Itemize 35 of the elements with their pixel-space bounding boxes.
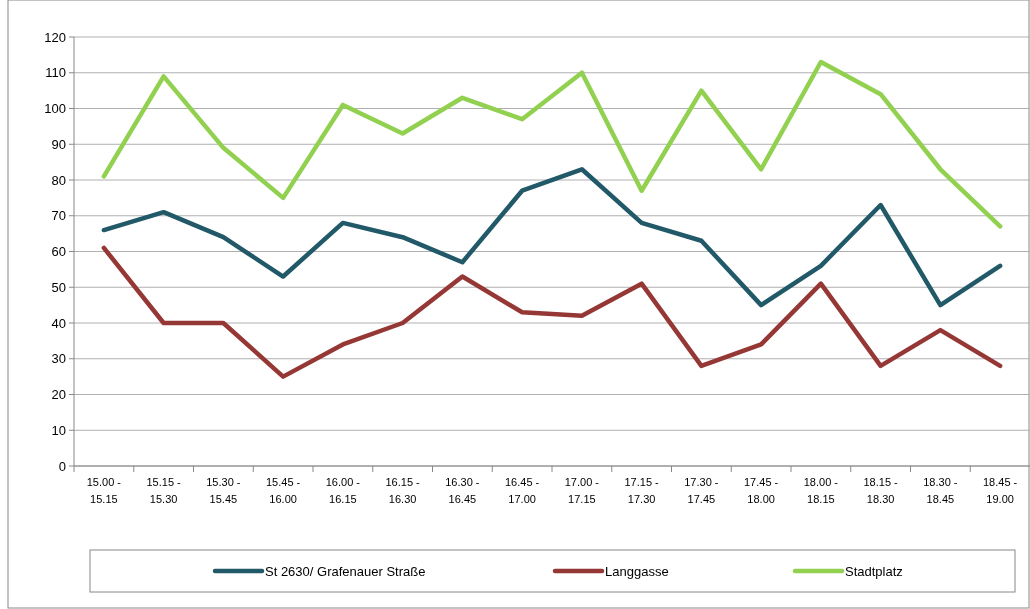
y-tick-label: 40 [51, 315, 66, 331]
y-tick-label: 120 [44, 29, 66, 45]
line-series [101, 245, 1003, 379]
y-tick-label: 10 [51, 422, 66, 438]
y-tick-label: 70 [51, 208, 66, 224]
y-tick-label: 110 [45, 65, 66, 81]
y-tick-label: 50 [51, 279, 66, 295]
y-tick-label: 80 [51, 172, 66, 188]
legend-label: Langgasse [605, 563, 669, 579]
x-tick-label: 18.00 - 18.15 [803, 476, 839, 505]
y-tick-label: 0 [58, 458, 66, 474]
x-tick-label: 15.45 - 16.00 [266, 476, 301, 505]
x-tick-label: 15.30 - 15.45 [206, 476, 241, 505]
y-tick-label: 20 [51, 387, 66, 403]
x-tick-label: 17.45 - 18.00 [744, 476, 779, 505]
x-tick-label: 18.45 - 19.00 [983, 476, 1018, 505]
x-tick-label: 16.30 - 16.45 [445, 476, 480, 505]
x-tick-label: 18.30 - 18.45 [923, 476, 958, 505]
x-tick-label: 16.15 - 16.30 [385, 476, 421, 505]
x-tick-label: 17.15 - 17.30 [624, 476, 660, 505]
y-tick-label: 100 [44, 101, 66, 117]
y-tick-label: 60 [51, 244, 66, 260]
x-tick-label: 16.45 - 17.00 [505, 476, 540, 505]
legend-label: Stadtplatz [845, 563, 903, 579]
line-series [101, 167, 1003, 308]
legend-label: St 2630/ Grafenauer Straße [265, 563, 426, 579]
x-tick-label: 18.15 - 18.30 [863, 476, 899, 505]
y-tick-label: 90 [51, 136, 66, 152]
line-series [101, 59, 1003, 229]
x-tick-label: 15.00 - 15.15 [86, 476, 122, 505]
x-tick-label: 15.15 - 15.30 [146, 476, 182, 505]
x-tick-label: 17.00 - 17.15 [564, 476, 600, 505]
x-tick-label: 17.30 - 17.45 [684, 476, 719, 505]
y-tick-label: 30 [51, 351, 66, 367]
x-tick-label: 16.00 - 16.15 [325, 476, 361, 505]
